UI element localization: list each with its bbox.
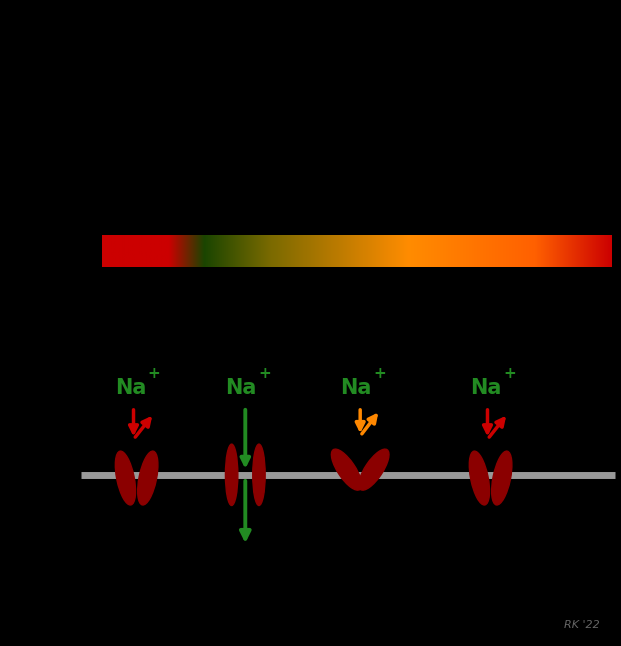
Ellipse shape <box>469 451 489 505</box>
Text: +: + <box>148 366 160 381</box>
Text: +: + <box>504 366 516 381</box>
Ellipse shape <box>225 444 238 505</box>
Ellipse shape <box>332 449 361 490</box>
Ellipse shape <box>138 451 158 505</box>
Text: RK '22: RK '22 <box>563 620 599 630</box>
Text: +: + <box>258 366 271 381</box>
Text: Na: Na <box>471 378 502 397</box>
Text: Na: Na <box>340 378 371 397</box>
Text: Na: Na <box>115 378 146 397</box>
Text: Na: Na <box>225 378 256 397</box>
Ellipse shape <box>492 451 512 505</box>
Text: +: + <box>373 366 386 381</box>
Ellipse shape <box>116 451 135 505</box>
Ellipse shape <box>253 444 265 505</box>
Ellipse shape <box>359 449 389 490</box>
